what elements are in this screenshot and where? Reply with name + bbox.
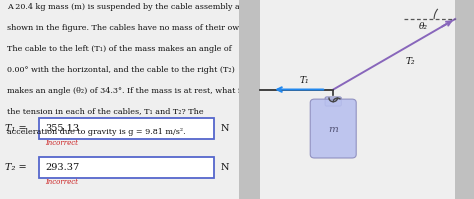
Text: T₂: T₂ — [406, 57, 416, 66]
Text: θ₂: θ₂ — [419, 22, 428, 31]
Text: T₁: T₁ — [299, 76, 309, 85]
Text: the tension in each of the cables, T₁ and T₂? The: the tension in each of the cables, T₁ an… — [7, 107, 204, 115]
Text: A 20.4 kg mass (m) is suspended by the cable assembly as: A 20.4 kg mass (m) is suspended by the c… — [7, 3, 244, 11]
Text: 0.00° with the horizontal, and the cable to the right (T₂): 0.00° with the horizontal, and the cable… — [7, 66, 235, 74]
Text: Incorrect: Incorrect — [46, 178, 79, 186]
Text: Incorrect: Incorrect — [46, 139, 79, 147]
Bar — [455, 0, 474, 199]
Text: 355.13: 355.13 — [46, 124, 80, 133]
Text: T₂ =: T₂ = — [5, 163, 27, 172]
Text: acceleration due to gravity is g = 9.81 m/s².: acceleration due to gravity is g = 9.81 … — [7, 128, 186, 136]
Text: N: N — [220, 163, 229, 172]
FancyBboxPatch shape — [39, 157, 214, 178]
Text: T₁ =: T₁ = — [5, 124, 27, 133]
FancyBboxPatch shape — [310, 99, 356, 158]
Text: N: N — [220, 124, 229, 133]
FancyBboxPatch shape — [325, 97, 341, 106]
FancyBboxPatch shape — [39, 118, 214, 139]
Bar — [239, 0, 261, 199]
Text: 293.37: 293.37 — [46, 163, 80, 172]
Text: makes an angle (θ₂) of 34.3°. If the mass is at rest, what is: makes an angle (θ₂) of 34.3°. If the mas… — [7, 87, 245, 95]
Text: The cable to the left (T₁) of the mass makes an angle of: The cable to the left (T₁) of the mass m… — [7, 45, 232, 53]
Text: m: m — [328, 125, 338, 134]
Text: shown in the figure. The cables have no mass of their own.: shown in the figure. The cables have no … — [7, 24, 247, 32]
